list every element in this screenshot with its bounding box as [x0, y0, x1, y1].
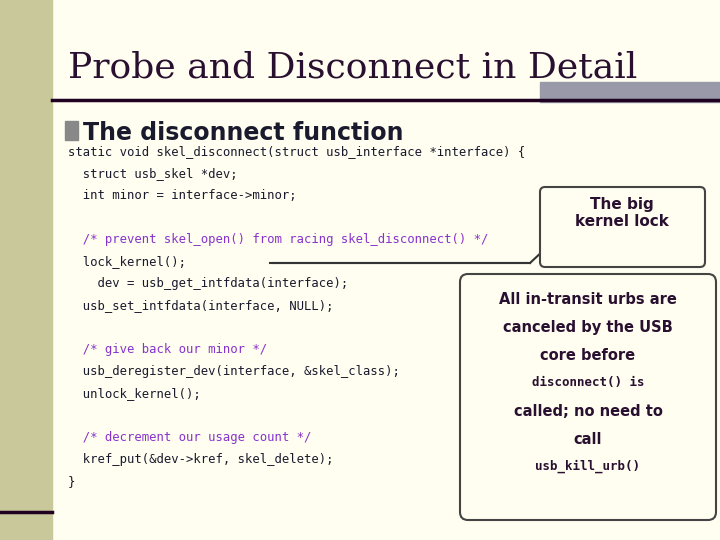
Bar	[0, 0, 52, 540]
Text: kref_put(&dev->kref, skel_delete);: kref_put(&dev->kref, skel_delete);	[68, 453, 333, 466]
Text: }: }	[68, 475, 76, 488]
Bar	[65, 121, 78, 140]
Text: lock_kernel();: lock_kernel();	[68, 255, 186, 268]
Text: usb_deregister_dev(interface, &skel_class);: usb_deregister_dev(interface, &skel_clas…	[68, 365, 400, 378]
Text: usb_set_intfdata(interface, NULL);: usb_set_intfdata(interface, NULL);	[68, 299, 333, 312]
Text: canceled by the USB: canceled by the USB	[503, 320, 673, 335]
Text: core before: core before	[541, 348, 636, 363]
Text: /* prevent skel_open() from racing skel_disconnect() */: /* prevent skel_open() from racing skel_…	[68, 233, 488, 246]
Text: The big
kernel lock: The big kernel lock	[575, 197, 669, 230]
Text: static void skel_disconnect(struct usb_interface *interface) {: static void skel_disconnect(struct usb_i…	[68, 145, 526, 158]
FancyBboxPatch shape	[460, 274, 716, 520]
Text: int minor = interface->minor;: int minor = interface->minor;	[68, 189, 297, 202]
Text: unlock_kernel();: unlock_kernel();	[68, 387, 201, 400]
Text: The disconnect function: The disconnect function	[83, 121, 403, 145]
Text: struct usb_skel *dev;: struct usb_skel *dev;	[68, 167, 238, 180]
Text: disconnect() is: disconnect() is	[532, 376, 644, 389]
Text: usb_kill_urb(): usb_kill_urb()	[536, 460, 641, 474]
Bar	[540, 82, 720, 102]
FancyBboxPatch shape	[540, 187, 705, 267]
Text: All in-transit urbs are: All in-transit urbs are	[499, 292, 677, 307]
Text: call: call	[574, 432, 602, 447]
Text: /* give back our minor */: /* give back our minor */	[68, 343, 267, 356]
Text: dev = usb_get_intfdata(interface);: dev = usb_get_intfdata(interface);	[68, 277, 348, 290]
Text: Probe and Disconnect in Detail: Probe and Disconnect in Detail	[68, 50, 637, 84]
Text: called; no need to: called; no need to	[513, 404, 662, 419]
Text: /* decrement our usage count */: /* decrement our usage count */	[68, 431, 311, 444]
